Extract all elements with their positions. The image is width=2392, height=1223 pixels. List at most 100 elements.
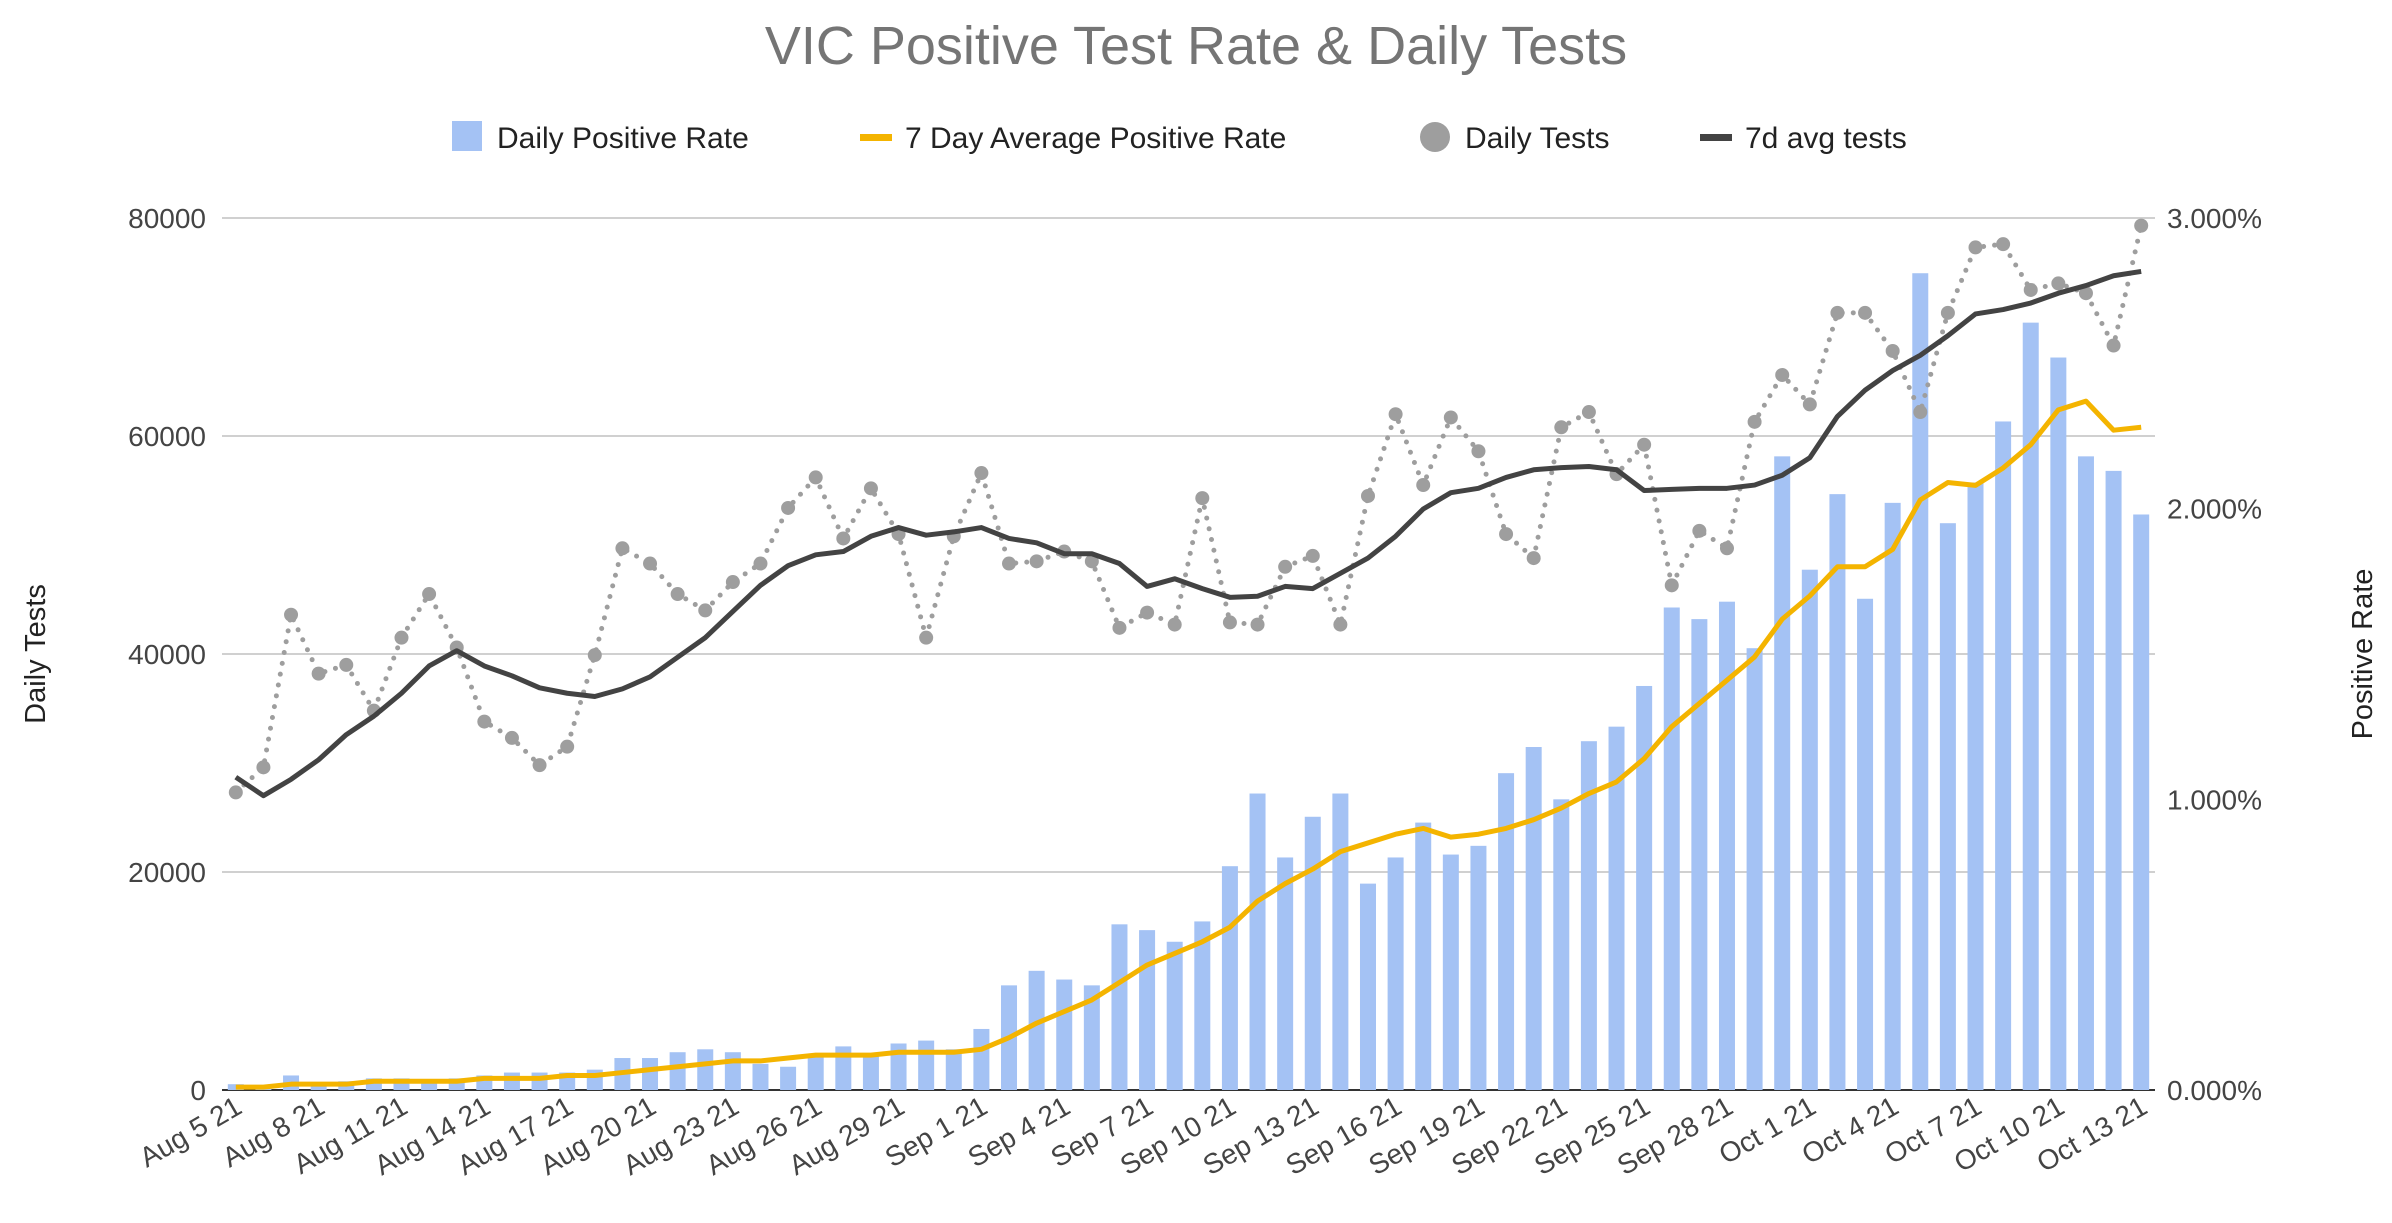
bar (1139, 930, 1156, 1090)
daily-tests-point (836, 531, 851, 546)
y-tick-label-left: 0 (190, 1075, 206, 1106)
daily-tests-point (753, 556, 768, 571)
daily-tests-point (1360, 488, 1375, 503)
bar (1774, 456, 1791, 1090)
daily-tests-point (1830, 305, 1845, 320)
bar (393, 1078, 410, 1090)
bar (421, 1081, 438, 1090)
bar (1111, 924, 1128, 1090)
bar (2105, 470, 2122, 1090)
daily-tests-point (1250, 617, 1265, 632)
daily-tests-point (1526, 551, 1541, 566)
bar (1746, 648, 1763, 1090)
y-tick-label-left: 40000 (128, 639, 206, 670)
y-tick-label-right: 1.000% (2167, 784, 2262, 815)
daily-tests-point (1581, 405, 1596, 420)
legend-label: Daily Positive Rate (497, 122, 749, 155)
bar (807, 1055, 824, 1090)
bar (1718, 601, 1735, 1090)
legend: Daily Positive Rate 7 Day Average Positiv… (452, 121, 1907, 155)
bar (1304, 816, 1321, 1090)
y-tick-label-left: 20000 (128, 857, 206, 888)
bar (1277, 857, 1294, 1090)
bar (1415, 822, 1432, 1090)
bar (697, 1049, 714, 1090)
daily-tests-point (1333, 617, 1348, 632)
bar (1663, 607, 1680, 1090)
bar (1359, 883, 1376, 1090)
legend-label: 7 Day Average Positive Rate (905, 122, 1286, 155)
daily-tests-point (228, 785, 243, 800)
avg-positive-rate-line (235, 398, 2142, 1090)
lines (228, 218, 2149, 1090)
daily-tests-point (2051, 276, 2066, 291)
daily-tests-point (339, 657, 354, 672)
bar (1166, 941, 1183, 1090)
daily-tests-point (974, 466, 989, 481)
legend-swatch-line (1700, 134, 1732, 141)
bar (1801, 569, 1818, 1090)
bar (531, 1072, 548, 1090)
bar (1912, 273, 1929, 1090)
gridlines: 0 20000 40000 60000 80000 0.000% 1.000% 2.000% 3… (128, 203, 2262, 1106)
bar (1829, 494, 1846, 1091)
daily-tests-point (1029, 554, 1044, 569)
daily-tests-point (1554, 420, 1569, 435)
bar (669, 1052, 686, 1090)
daily-tests-point (1112, 620, 1127, 635)
bar (2022, 322, 2039, 1090)
y-tick-label-right: 2.000% (2167, 494, 2262, 525)
daily-tests-point (919, 630, 934, 645)
daily-tests-point (1305, 548, 1320, 563)
daily-tests-point (394, 630, 409, 645)
y-axis-title-right: Positive Rate (2347, 569, 2379, 740)
daily-tests-point (1443, 410, 1458, 425)
daily-tests-point (2106, 338, 2121, 353)
bar (1580, 741, 1597, 1090)
daily-tests-point (2134, 218, 2149, 233)
daily-tests-point (670, 587, 685, 602)
bar (503, 1072, 520, 1090)
daily-tests-point (808, 470, 823, 485)
daily-tests-point (725, 575, 740, 590)
avg-tests-line (234, 268, 2142, 799)
bar (448, 1078, 465, 1090)
bar (1221, 866, 1238, 1090)
daily-tests-point (284, 607, 299, 622)
daily-tests-point (311, 666, 326, 681)
daily-tests-point (1471, 444, 1486, 459)
bar (780, 1066, 797, 1090)
daily-tests-point (1913, 405, 1928, 420)
daily-tests-point (1968, 240, 1983, 255)
bar (1194, 921, 1211, 1090)
daily-tests-point (1002, 556, 1017, 571)
daily-tests-point (1664, 578, 1679, 593)
daily-tests-point (2078, 286, 2093, 301)
daily-tests-point (1885, 343, 1900, 358)
bar (2077, 456, 2094, 1090)
bar (724, 1052, 741, 1090)
bar (1884, 502, 1901, 1090)
bar (1332, 793, 1349, 1090)
y-tick-label-left: 60000 (128, 421, 206, 452)
daily-tests-point (1140, 605, 1155, 620)
legend-swatch-bar (452, 121, 482, 151)
daily-tests-point (587, 648, 602, 663)
bar (1967, 482, 1984, 1090)
daily-tests-dotted-line (233, 223, 2144, 795)
bar (1028, 970, 1045, 1090)
bar (1691, 619, 1708, 1090)
bar (1608, 726, 1625, 1090)
bar (1387, 857, 1404, 1090)
daily-tests-point (1084, 554, 1099, 569)
y-tick-label-left: 80000 (128, 203, 206, 234)
legend-label: Daily Tests (1465, 122, 1610, 155)
bar (1470, 845, 1487, 1090)
y-tick-label-right: 0.000% (2167, 1075, 2262, 1106)
bar (1995, 421, 2012, 1090)
bar (2050, 357, 2067, 1090)
y-axis-title-left: Daily Tests (20, 584, 52, 724)
legend-swatch-line (860, 134, 892, 141)
